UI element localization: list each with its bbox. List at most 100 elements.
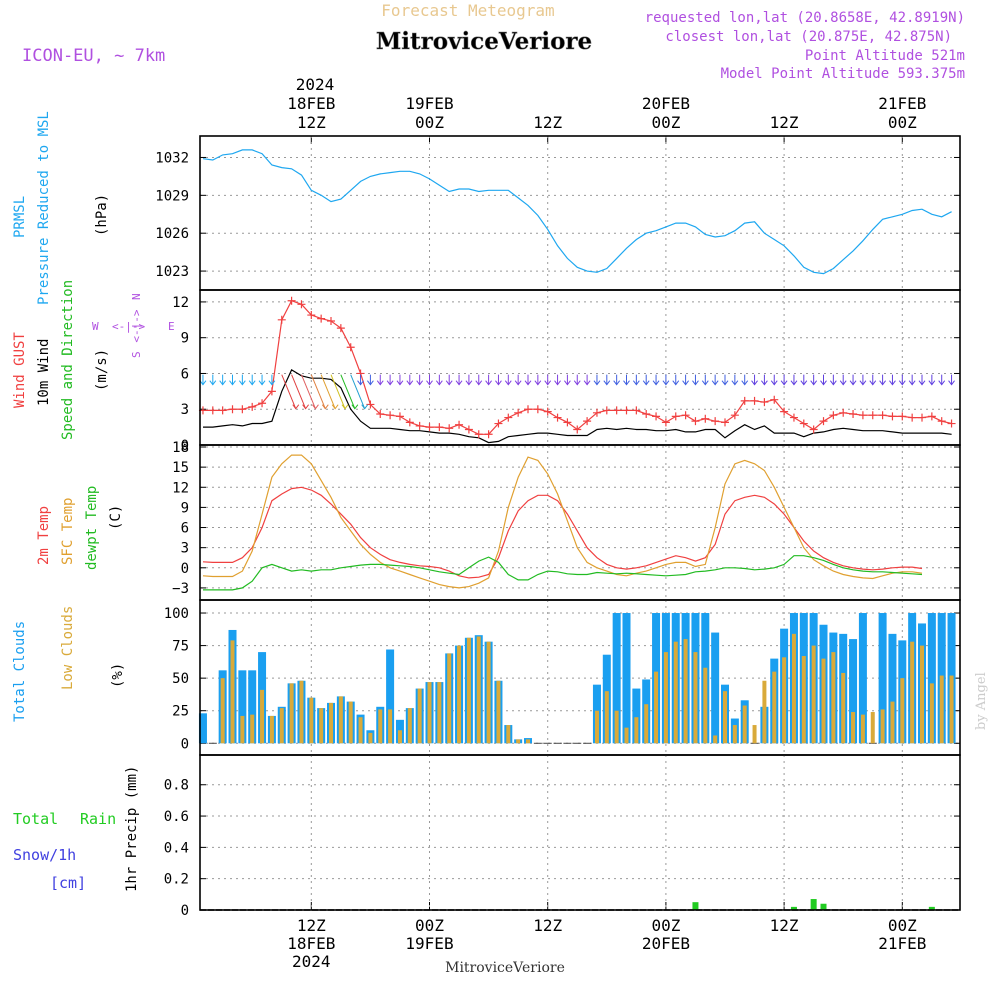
low-cloud-bar	[506, 725, 511, 744]
cloud-unit: (%)	[110, 663, 126, 688]
precip-ytick-label: 0.4	[164, 840, 189, 856]
low-cloud-bar	[269, 715, 274, 744]
gust-marker	[405, 418, 414, 427]
gust-marker	[937, 417, 946, 426]
low-cloud-bar	[693, 652, 698, 744]
low-cloud-bar	[348, 701, 353, 744]
gust-marker	[750, 396, 759, 405]
low-cloud-bar	[299, 680, 304, 744]
precip-label-snow: Snow/1h	[13, 846, 76, 864]
gust-marker	[415, 421, 424, 430]
wind-arrow-head	[534, 380, 542, 386]
low-cloud-bar	[604, 691, 609, 744]
wind-arrow-head	[564, 380, 571, 386]
model-point-altitude: Model Point Altitude 593.375m	[721, 66, 965, 82]
wind-arrow-head	[918, 380, 926, 386]
total-cloud-bar	[386, 649, 395, 744]
low-cloud-bar	[378, 709, 383, 744]
low-cloud-bar	[634, 717, 639, 744]
low-cloud-bar	[673, 641, 678, 744]
low-cloud-bar	[900, 678, 905, 744]
total-cloud-bar	[238, 670, 247, 744]
low-cloud-bar	[260, 689, 265, 744]
gust-marker	[327, 317, 336, 325]
low-cloud-bar	[851, 712, 856, 744]
low-cloud-bar	[910, 641, 915, 744]
wind-arrow-head	[376, 380, 384, 386]
low-cloud-bar	[240, 715, 245, 744]
wind-arrow-head	[514, 380, 522, 386]
low-cloud-bar	[713, 735, 718, 744]
wind-arrow-head	[258, 380, 266, 386]
wind-direction-arrow	[320, 374, 336, 409]
gust-marker	[760, 398, 769, 407]
wind-arrow-head	[652, 380, 660, 386]
bottom-axis-hour: 00Z	[888, 916, 917, 935]
gust-marker	[622, 406, 631, 415]
wind-arrow-head	[938, 380, 946, 386]
total-cloud-bar	[878, 613, 887, 744]
top-axis-date: 21FEB	[878, 94, 926, 113]
low-cloud-bar	[329, 702, 334, 744]
wind-arrow-head	[662, 380, 670, 386]
total-cloud-bar	[927, 613, 936, 744]
precip-ytick-label: 0.2	[164, 872, 189, 888]
wind-arrow-head	[573, 380, 581, 386]
low-cloud-bar	[880, 709, 885, 744]
wind-arrow-head	[889, 380, 896, 386]
gust-marker	[721, 418, 730, 427]
pressure-ytick-label: 1023	[155, 264, 189, 280]
wind-direction-arrow	[310, 374, 326, 409]
clouds-ytick-label: 50	[172, 671, 189, 687]
gust-marker	[445, 424, 454, 433]
gust-marker	[898, 412, 907, 421]
precip-panel: 0 0.2 0.4 0.6 0.8	[164, 754, 961, 919]
rain-bar	[820, 903, 827, 910]
wind-arrow-head	[435, 380, 443, 386]
gust-marker	[228, 405, 237, 414]
gust-marker	[307, 311, 316, 320]
bottom-axis-date: 20FEB	[642, 934, 690, 953]
wind-arrow-head	[445, 380, 453, 386]
cloud-label-low: Low Clouds	[60, 606, 76, 690]
gust-marker	[376, 410, 385, 418]
pressure-labels: PRMSL Pressure Reduced to MSL (hPa)	[12, 111, 110, 305]
gust-marker	[267, 387, 276, 396]
low-cloud-bar	[496, 680, 501, 744]
total-cloud-bar	[849, 639, 858, 744]
gust-marker	[435, 423, 444, 432]
gust-marker	[248, 402, 257, 411]
gust-marker	[691, 417, 700, 426]
wind-arrow-head	[219, 380, 227, 386]
low-cloud-bar	[811, 645, 816, 744]
wind-arrow-head	[829, 380, 837, 386]
wind-arrow-head	[238, 380, 246, 386]
gust-marker	[317, 314, 326, 323]
wind-arrow-head	[859, 380, 867, 386]
wind-arrow-head	[869, 380, 877, 386]
pressure-label-prmsl: PRMSL	[12, 196, 28, 238]
compass-s: S	[130, 351, 143, 358]
wind-arrow-head	[465, 380, 473, 386]
wind-arrow-head	[331, 404, 339, 410]
temp-label-2m: 2m Temp	[36, 506, 52, 565]
temp-unit: (C)	[108, 505, 124, 530]
wind-arrow-head	[341, 404, 349, 410]
gust-marker	[730, 411, 739, 420]
wind-arrow-head	[642, 380, 650, 386]
low-cloud-bar	[870, 712, 875, 744]
wind-arrow-head	[495, 380, 502, 386]
temp-labels: 2m Temp SFC Temp dewpt Temp (C)	[36, 486, 124, 570]
gust-marker	[218, 406, 227, 415]
gust-marker	[839, 408, 848, 417]
low-cloud-bar	[772, 671, 777, 744]
wind-arrow-head	[504, 380, 512, 386]
wind-direction-arrow	[291, 374, 307, 409]
gust-marker	[858, 411, 867, 420]
pressure-line	[202, 149, 952, 275]
gust-marker	[868, 411, 877, 420]
low-cloud-bar	[447, 653, 452, 744]
wind-arrow-head	[351, 404, 359, 410]
wind-arrow-head	[475, 380, 483, 386]
low-cloud-bar	[929, 683, 934, 744]
